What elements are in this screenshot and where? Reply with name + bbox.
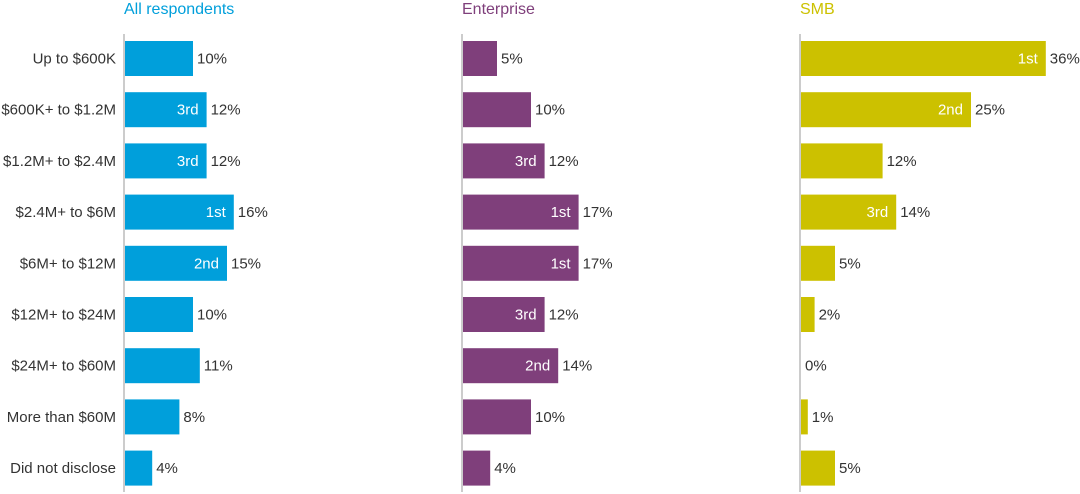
bar-smb-more-than-60m: [801, 399, 808, 435]
bar-smb-1-2m-to-2-4m: [801, 143, 883, 179]
bar-enterprise-did-not-disclose: [463, 450, 491, 486]
bar-smb-did-not-disclose: [801, 450, 835, 486]
bar-smb-6m-to-12m: [801, 245, 835, 281]
category-label-1-2m-to-2-4m: $1.2M+ to $2.4M: [3, 153, 116, 170]
rank-label: 1st: [551, 204, 572, 221]
value-label: 5%: [501, 51, 523, 68]
value-label: 1%: [812, 409, 834, 426]
rank-label: 2nd: [194, 255, 219, 272]
rank-label: 2nd: [938, 102, 963, 119]
category-label-2-4m-to-6m: $2.4M+ to $6M: [16, 204, 116, 221]
value-label: 36%: [1050, 51, 1080, 68]
value-label: 4%: [156, 460, 178, 477]
bar-enterprise-2-4m-to-6m: [463, 194, 579, 230]
bar-enterprise-600k-to-1-2m: [463, 92, 531, 128]
bar-enterprise-more-than-60m: [463, 399, 531, 435]
value-label: 15%: [231, 255, 261, 272]
value-label: 25%: [975, 102, 1005, 119]
category-label-did-not-disclose: Did not disclose: [10, 460, 116, 477]
panel-title-smb: SMB: [800, 1, 835, 18]
panel-title-enterprise: Enterprise: [462, 1, 535, 18]
category-label-24m-to-60m: $24M+ to $60M: [11, 358, 116, 375]
bar-all-respondents-2-4m-to-6m: [125, 194, 234, 230]
value-label: 5%: [839, 460, 861, 477]
bar-smb-2-4m-to-6m: [801, 194, 897, 230]
value-label: 10%: [197, 51, 227, 68]
panel-enterprise: Enterprise 5% 10% 12% 3rd 17% 1st 17% 1st 12% 3rd 1…: [461, 1, 613, 492]
rank-label: 3rd: [515, 307, 537, 324]
bar-smb-600k-to-1-2m: [801, 92, 971, 128]
value-label: 11%: [204, 358, 233, 375]
value-label: 8%: [183, 409, 205, 426]
rank-label: 1st: [206, 204, 227, 221]
value-label: 12%: [211, 102, 241, 119]
value-label: 10%: [197, 307, 227, 324]
bar-all-respondents-1-2m-to-2-4m: [125, 143, 207, 179]
value-label: 14%: [562, 358, 592, 375]
bar-enterprise-24m-to-60m: [463, 348, 559, 384]
rank-label: 1st: [1018, 51, 1039, 68]
bar-enterprise-1-2m-to-2-4m: [463, 143, 545, 179]
bar-enterprise-12m-to-24m: [463, 297, 545, 332]
value-label: 0%: [805, 358, 827, 375]
bar-enterprise-6m-to-12m: [463, 245, 579, 281]
bar-smb-12m-to-24m: [801, 297, 815, 332]
bar-smb-up-to-600k: [801, 41, 1046, 76]
bar-all-respondents-6m-to-12m: [125, 245, 227, 281]
value-label: 12%: [549, 307, 579, 324]
value-label: 16%: [238, 204, 268, 221]
value-label: 5%: [839, 255, 861, 272]
value-label: 10%: [535, 409, 565, 426]
rank-label: 3rd: [177, 153, 199, 170]
rank-label: 1st: [551, 255, 572, 272]
value-label: 12%: [549, 153, 579, 170]
bar-all-respondents-12m-to-24m: [125, 297, 193, 332]
category-label-600k-to-1-2m: $600K+ to $1.2M: [1, 102, 116, 119]
panel-all-respondents: All respondents 10% 12% 3rd 12% 3rd 16% 1st 15% 2…: [123, 1, 268, 492]
value-label: 12%: [887, 153, 917, 170]
rank-label: 3rd: [867, 204, 889, 221]
value-label: 14%: [900, 204, 930, 221]
bar-all-respondents-600k-to-1-2m: [125, 92, 207, 128]
rank-label: 2nd: [525, 358, 550, 375]
category-label-more-than-60m: More than $60M: [7, 409, 116, 426]
panel-smb: SMB 36% 1st 25% 2nd 12% 14% 3rd 5% 2% 0% 1% 5%: [799, 1, 1080, 492]
bar-all-respondents-did-not-disclose: [125, 450, 153, 486]
bar-all-respondents-24m-to-60m: [125, 348, 200, 384]
category-label-12m-to-24m: $12M+ to $24M: [11, 307, 116, 324]
category-label-up-to-600k: Up to $600K: [33, 51, 116, 68]
bar-all-respondents-more-than-60m: [125, 399, 180, 435]
value-label: 4%: [494, 460, 516, 477]
value-label: 12%: [211, 153, 241, 170]
panel-title-all-respondents: All respondents: [124, 1, 234, 18]
value-label: 2%: [819, 307, 841, 324]
value-label: 17%: [583, 255, 613, 272]
rank-label: 3rd: [515, 153, 537, 170]
value-label: 10%: [535, 102, 565, 119]
bar-enterprise-up-to-600k: [463, 41, 497, 76]
rank-label: 3rd: [177, 102, 199, 119]
bar-all-respondents-up-to-600k: [125, 41, 193, 76]
value-label: 17%: [583, 204, 613, 221]
category-label-6m-to-12m: $6M+ to $12M: [20, 255, 116, 272]
